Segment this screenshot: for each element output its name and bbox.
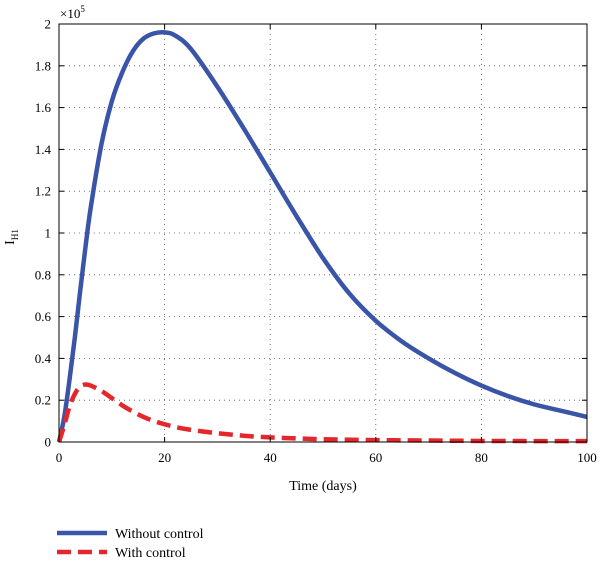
y-tick-label-3: 0.6 bbox=[35, 309, 52, 324]
y-tick-label-0: 0 bbox=[45, 435, 52, 450]
axis-ticks bbox=[58, 23, 588, 443]
y-tick-label-6: 1.2 bbox=[35, 184, 51, 199]
y-exponent-base: ×10 bbox=[60, 6, 80, 21]
y-tick-label-8: 1.6 bbox=[35, 100, 52, 115]
series-line-without-control bbox=[56, 29, 588, 443]
y-axis-label: IH1 bbox=[3, 229, 20, 245]
series-lines bbox=[56, 29, 588, 444]
x-tick-label-4: 80 bbox=[475, 450, 488, 465]
y-axis-exponent: ×105 bbox=[60, 4, 85, 21]
x-tick-label-2: 40 bbox=[264, 450, 277, 465]
x-tick-label-5: 100 bbox=[577, 450, 597, 465]
series-line-with-control bbox=[56, 382, 587, 444]
y-axis-label-main: I bbox=[3, 240, 18, 245]
legend: Without control With control bbox=[57, 527, 204, 561]
x-tick-label-0: 0 bbox=[56, 450, 63, 465]
y-tick-label-1: 0.2 bbox=[35, 393, 51, 408]
legend-label-with-control: With control bbox=[115, 546, 186, 561]
y-tick-label-2: 0.4 bbox=[35, 351, 52, 366]
y-tick-label-9: 1.8 bbox=[35, 58, 51, 73]
x-axis-label: Time (days) bbox=[289, 479, 357, 494]
x-tick-label-1: 20 bbox=[158, 450, 171, 465]
x-tick-label-3: 60 bbox=[369, 450, 382, 465]
y-tick-label-5: 1 bbox=[45, 226, 52, 241]
grid-lines bbox=[59, 24, 587, 442]
y-exponent-power: 5 bbox=[80, 4, 85, 14]
legend-label-without-control: Without control bbox=[115, 527, 204, 542]
y-tick-label-10: 2 bbox=[45, 17, 52, 32]
y-tick-label-7: 1.4 bbox=[35, 142, 52, 157]
tick-labels: 0 20 40 60 80 100 0 0.2 0.4 0.6 0.8 1 1.2 1.4 1.6 1.8 2 bbox=[35, 17, 597, 466]
y-axis-label-subscript: H1 bbox=[10, 229, 20, 240]
y-tick-label-4: 0.8 bbox=[35, 267, 51, 282]
